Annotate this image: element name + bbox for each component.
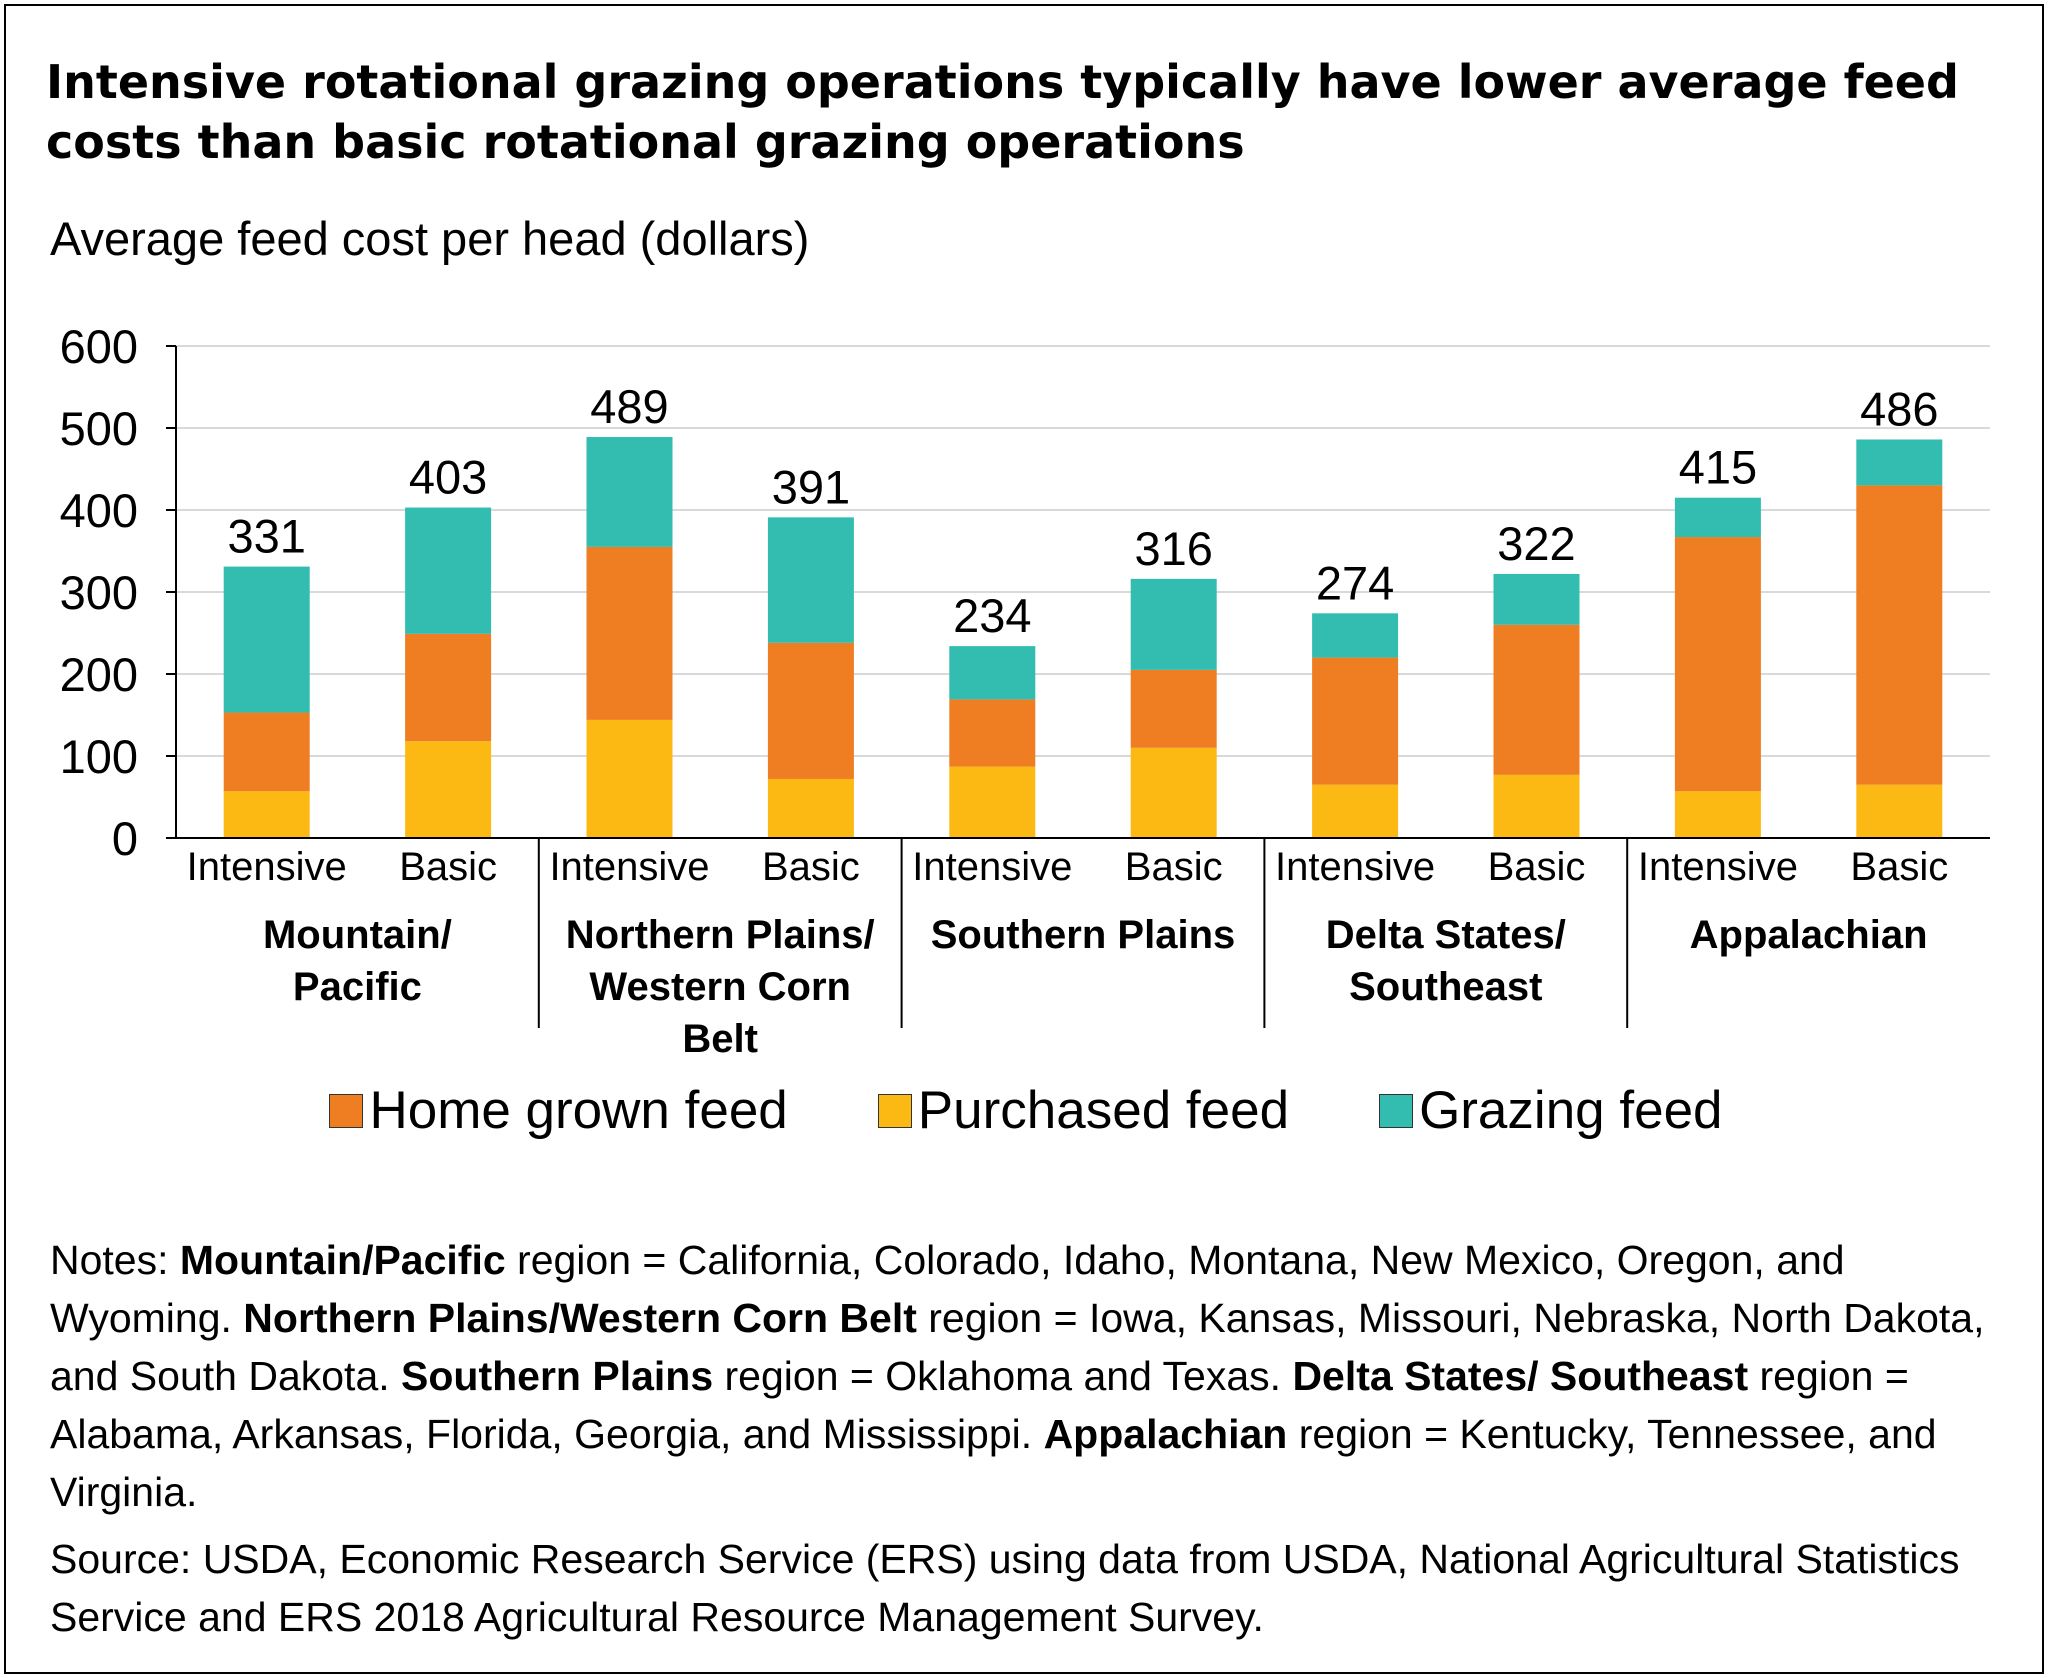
bar-total-label: 403 [409, 451, 487, 504]
x-category-label: Intensive [1638, 845, 1798, 889]
bar-total-label: 316 [1134, 522, 1212, 575]
x-category-label: Intensive [1275, 845, 1435, 889]
bar-segment-grazing [1493, 573, 1580, 625]
bar-total-label: 391 [772, 460, 850, 513]
legend-item-home-grown: Home grown feed [329, 1078, 788, 1144]
notes-run: region = Kentucky, Tennessee, and Virgin… [50, 1411, 1937, 1515]
y-tick-label: 500 [60, 402, 138, 455]
x-category-label: Basic [1850, 845, 1948, 889]
bar-total-label: 415 [1679, 441, 1757, 494]
x-category-label: Basic [762, 845, 860, 889]
bar-segment-purchased [1674, 791, 1761, 838]
legend-label-home-grown: Home grown feed [369, 1081, 788, 1140]
bar-segment-home-grown [223, 712, 310, 792]
notes-run: region = Iowa, Kansas, Missouri, Nebrask… [50, 1295, 1985, 1399]
group-label: Delta States/ [1326, 913, 1566, 957]
bar-segment-purchased [1130, 747, 1217, 838]
bar-total-label: 322 [1497, 517, 1575, 570]
y-tick-label: 200 [60, 648, 138, 701]
notes-region-name: Southern Plains [401, 1353, 714, 1399]
legend: Home grown feed Purchased feed Grazing f… [6, 1078, 2046, 1144]
bar-total-label: 486 [1860, 382, 1938, 435]
chart-figure: Intensive rotational grazing operations … [4, 4, 2044, 1674]
bar-segment-grazing [949, 646, 1036, 700]
bar-segment-purchased [586, 719, 673, 838]
group-label: Appalachian [1690, 913, 1928, 957]
bar-segment-grazing [1856, 439, 1943, 486]
group-label: Northern Plains/ [566, 913, 875, 957]
bar-segment-home-grown [586, 546, 673, 720]
bar-segment-grazing [1674, 497, 1761, 538]
bar-total-label: 489 [590, 380, 668, 433]
notes-region-name: Northern Plains/Western Corn Belt [243, 1295, 917, 1341]
source-text: Source: USDA, Economic Research Service … [50, 1536, 1960, 1640]
x-category-label: Basic [1125, 845, 1223, 889]
x-category-label: Intensive [912, 845, 1072, 889]
legend-item-grazing: Grazing feed [1379, 1078, 1723, 1144]
notes-run: region = Oklahoma and Texas. [713, 1353, 1293, 1399]
bar-segment-purchased [405, 741, 492, 838]
legend-swatch-grazing [1379, 1094, 1414, 1128]
group-label: Belt [682, 1017, 758, 1061]
group-label: Southern Plains [931, 913, 1236, 957]
bar-segment-home-grown [405, 633, 492, 742]
bar-segment-home-grown [1130, 669, 1217, 748]
group-label: Southeast [1349, 965, 1542, 1009]
bar-segment-grazing [223, 566, 310, 713]
bar-segment-home-grown [1856, 485, 1943, 785]
x-category-label: Basic [399, 845, 497, 889]
notes-region-name: Delta States/ Southeast [1292, 1353, 1749, 1399]
x-category-label: Intensive [187, 845, 347, 889]
bar-segment-purchased [767, 778, 854, 838]
bar-segment-home-grown [1493, 624, 1580, 775]
bar-segment-grazing [1312, 613, 1399, 658]
bar-segment-home-grown [1674, 537, 1761, 792]
y-tick-label: 100 [60, 730, 138, 783]
y-tick-label: 600 [60, 320, 138, 373]
bar-segment-grazing [405, 507, 492, 634]
notes-run: region = California, Colorado, Idaho, Mo… [50, 1237, 1845, 1341]
bar-total-label: 234 [953, 589, 1031, 642]
group-label: Western Corn [589, 965, 851, 1009]
legend-swatch-home-grown [329, 1094, 364, 1128]
y-tick-label: 300 [60, 566, 138, 619]
bar-segment-purchased [1856, 784, 1943, 838]
bar-total-label: 331 [227, 510, 305, 563]
notes-region-name: Appalachian [1043, 1411, 1288, 1457]
y-tick-label: 400 [60, 484, 138, 537]
bar-segment-home-grown [1312, 657, 1399, 785]
legend-label-grazing: Grazing feed [1419, 1081, 1723, 1140]
bar-segment-purchased [1493, 774, 1580, 838]
notes-run: Notes: [50, 1237, 180, 1283]
bar-segment-grazing [1130, 578, 1217, 670]
notes-run: region = Alabama, Arkansas, Florida, Geo… [50, 1353, 1909, 1457]
bar-segment-purchased [1312, 784, 1399, 838]
y-axis-label: Average feed cost per head (dollars) [50, 212, 810, 265]
legend-item-purchased: Purchased feed [877, 1078, 1290, 1144]
notes-region-name: Mountain/Pacific [179, 1237, 506, 1283]
bar-segment-grazing [767, 517, 854, 643]
stacked-bar-chart: 0 100 200 300 400 500 600 331 Intensive 403 Basic 4… [60, 320, 1990, 1061]
bar-segment-purchased [223, 791, 310, 838]
legend-swatch-purchased [877, 1094, 912, 1128]
legend-label-purchased: Purchased feed [917, 1081, 1290, 1140]
bar-segment-grazing [586, 437, 673, 547]
group-label: Pacific [293, 965, 422, 1009]
notes-text: Notes: Mountain/Pacific region = Califor… [50, 1231, 2010, 1521]
bar-segment-home-grown [767, 642, 854, 779]
bar-total-label: 274 [1316, 556, 1394, 609]
x-category-label: Intensive [549, 845, 709, 889]
x-category-label: Basic [1488, 845, 1586, 889]
chart-title: Intensive rotational grazing operations … [46, 55, 1959, 169]
y-tick-label: 0 [112, 812, 138, 865]
bar-segment-home-grown [949, 699, 1036, 767]
bar-segment-purchased [949, 766, 1036, 838]
group-label: Mountain/ [263, 913, 452, 957]
